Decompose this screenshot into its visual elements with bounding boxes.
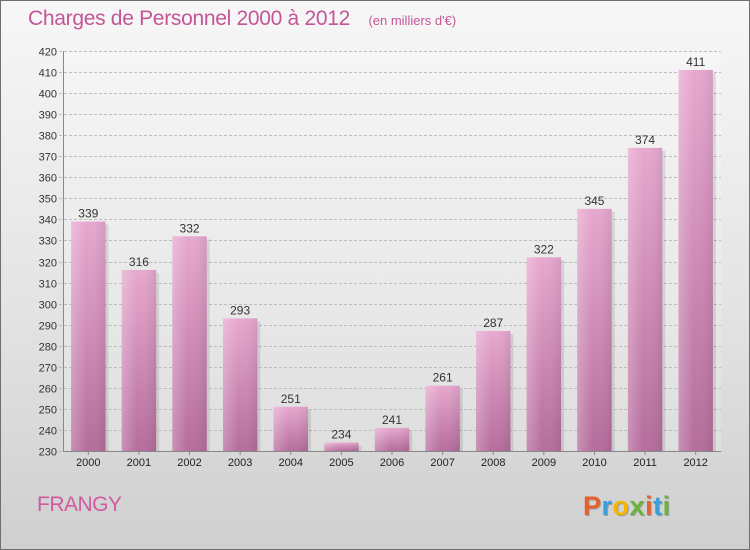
- logo-letter: x: [629, 491, 646, 521]
- x-tick-label: 2003: [228, 457, 252, 469]
- x-tick-label: 2010: [582, 457, 606, 469]
- bar-2009: [526, 257, 565, 451]
- data-label: 345: [584, 194, 604, 208]
- y-tick-label: 380: [39, 131, 57, 143]
- data-label: 261: [433, 371, 453, 385]
- y-tick-label: 370: [39, 152, 57, 164]
- x-tick-label: 2008: [481, 457, 505, 469]
- proxiti-logo[interactable]: Proxiti: [583, 491, 671, 522]
- logo-letter: i: [662, 491, 671, 521]
- y-tick-label: 300: [39, 300, 57, 312]
- y-tick-label: 310: [39, 279, 57, 291]
- bar-shine: [425, 385, 460, 451]
- bar-shine: [324, 442, 359, 451]
- labels-layer: 230 240 250 260 270 280 290 300 310 320 330 340 350 3…: [39, 47, 708, 470]
- x-tick-label: 2005: [329, 457, 353, 469]
- bar-2011: [627, 147, 666, 451]
- data-label: 332: [180, 221, 200, 235]
- x-tick-label: 2009: [532, 457, 556, 469]
- bar-shine: [476, 331, 511, 451]
- data-label: 287: [483, 316, 503, 330]
- y-tick-label: 250: [39, 405, 57, 417]
- bar-shine: [577, 208, 612, 451]
- data-label: 374: [635, 133, 655, 147]
- data-label: 339: [78, 207, 98, 221]
- bar-2000: [71, 221, 109, 451]
- x-tick-label: 2000: [76, 457, 100, 469]
- bar-shine: [121, 269, 157, 451]
- bar-2002: [172, 236, 210, 451]
- y-tick-label: 270: [39, 363, 57, 375]
- unit-label: (en milliers d'€): [368, 13, 457, 28]
- bars-layer: [71, 69, 716, 452]
- y-tick-label: 400: [39, 89, 57, 101]
- bar-2008: [476, 331, 514, 451]
- x-tick-label: 2007: [430, 457, 454, 469]
- x-tick-label: 2004: [279, 457, 303, 469]
- y-tick-label: 240: [39, 426, 57, 438]
- data-label: 316: [129, 255, 149, 269]
- y-tick-label: 320: [39, 258, 57, 270]
- logo-letter: i: [645, 491, 654, 521]
- y-tick-label: 390: [39, 110, 57, 122]
- data-label: 234: [331, 428, 351, 442]
- data-label: 241: [382, 413, 402, 427]
- logo-letter: o: [612, 491, 630, 521]
- x-tick-label: 2012: [683, 457, 707, 469]
- bar-shine: [374, 427, 410, 451]
- data-label: 251: [281, 392, 301, 406]
- x-tick-label: 2002: [177, 457, 201, 469]
- bar-2007: [425, 385, 463, 451]
- y-tick-label: 420: [39, 47, 57, 59]
- bar-2001: [121, 269, 160, 451]
- y-tick-label: 360: [39, 173, 57, 185]
- y-tick-label: 260: [39, 384, 57, 396]
- bar-2006: [374, 427, 413, 451]
- title-row: Charges de Personnel 2000 à 2012 (en mil…: [28, 7, 456, 31]
- bar-shine: [71, 221, 106, 451]
- logo-letter: r: [601, 491, 613, 521]
- x-tick-label: 2006: [380, 457, 404, 469]
- bar-shine: [222, 318, 258, 451]
- y-tick-label: 290: [39, 321, 57, 333]
- y-tick-label: 280: [39, 342, 57, 354]
- bar-2010: [577, 208, 615, 451]
- logo-letter: P: [583, 491, 602, 521]
- bar-2005: [324, 442, 362, 451]
- data-label: 322: [534, 242, 554, 256]
- data-label: 411: [686, 55, 705, 69]
- bar-shine: [172, 236, 207, 451]
- logo-letter: t: [653, 491, 663, 521]
- x-tick-label: 2011: [633, 457, 657, 469]
- bar-shine: [627, 147, 663, 451]
- data-label: 293: [230, 303, 250, 317]
- y-tick-label: 350: [39, 194, 57, 206]
- bar-2004: [273, 406, 311, 451]
- x-tick-label: 2001: [127, 457, 151, 469]
- y-tick-label: 330: [39, 236, 57, 248]
- plot-area: [63, 51, 721, 451]
- bar-shine: [678, 69, 713, 452]
- y-tick-label: 340: [39, 215, 57, 227]
- y-tick-label: 230: [39, 447, 57, 459]
- y-tick-label: 410: [39, 68, 57, 80]
- bar-shine: [526, 257, 562, 451]
- bar-shine: [273, 406, 308, 451]
- bar-2012: [678, 69, 716, 452]
- bar-2003: [222, 318, 261, 451]
- chart-title: Charges de Personnel 2000 à 2012: [28, 7, 350, 30]
- commune-name: FRANGY: [37, 493, 122, 516]
